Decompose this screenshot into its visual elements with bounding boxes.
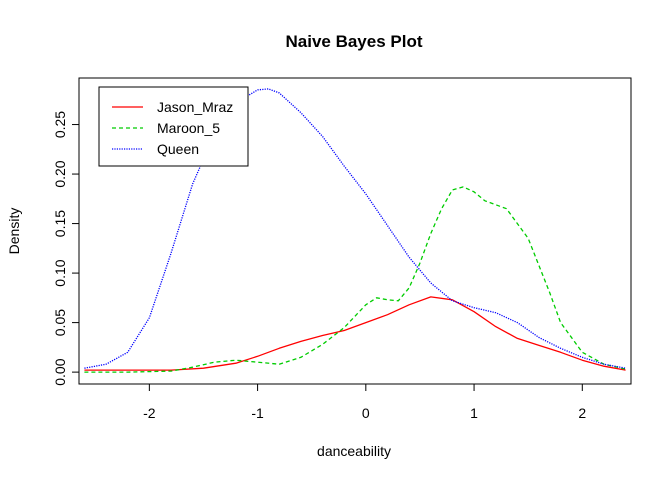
x-tick-label: -2 bbox=[143, 405, 156, 421]
legend: Jason_Mraz Maroon_5 Queen bbox=[98, 86, 249, 167]
legend-label: Maroon_5 bbox=[157, 120, 220, 136]
y-axis-label: Density bbox=[6, 208, 22, 255]
x-tick-label: 1 bbox=[470, 405, 478, 421]
y-tick-label: 0.05 bbox=[52, 309, 68, 336]
x-tick-label: -1 bbox=[251, 405, 264, 421]
y-tick-label: 0.20 bbox=[52, 160, 68, 187]
legend-box bbox=[98, 86, 249, 167]
y-axis: 0.00 0.05 0.10 0.15 0.20 0.25 bbox=[52, 111, 80, 386]
series-line-jason-mraz bbox=[84, 296, 626, 371]
series-line-maroon-5 bbox=[84, 186, 626, 373]
x-tick-label: 0 bbox=[362, 405, 370, 421]
x-axis-label: danceability bbox=[317, 443, 391, 459]
legend-label: Queen bbox=[157, 141, 199, 157]
legend-label: Jason_Mraz bbox=[157, 99, 233, 115]
chart-title: Naive Bayes Plot bbox=[285, 32, 422, 51]
y-tick-label: 0.10 bbox=[52, 259, 68, 286]
x-tick-label: 2 bbox=[578, 405, 586, 421]
y-tick-label: 0.25 bbox=[52, 111, 68, 138]
x-axis: -2 -1 0 1 2 bbox=[143, 383, 586, 421]
y-tick-label: 0.15 bbox=[52, 210, 68, 237]
series-layer bbox=[84, 88, 626, 373]
series-line-queen bbox=[84, 88, 626, 369]
y-tick-label: 0.00 bbox=[52, 358, 68, 385]
